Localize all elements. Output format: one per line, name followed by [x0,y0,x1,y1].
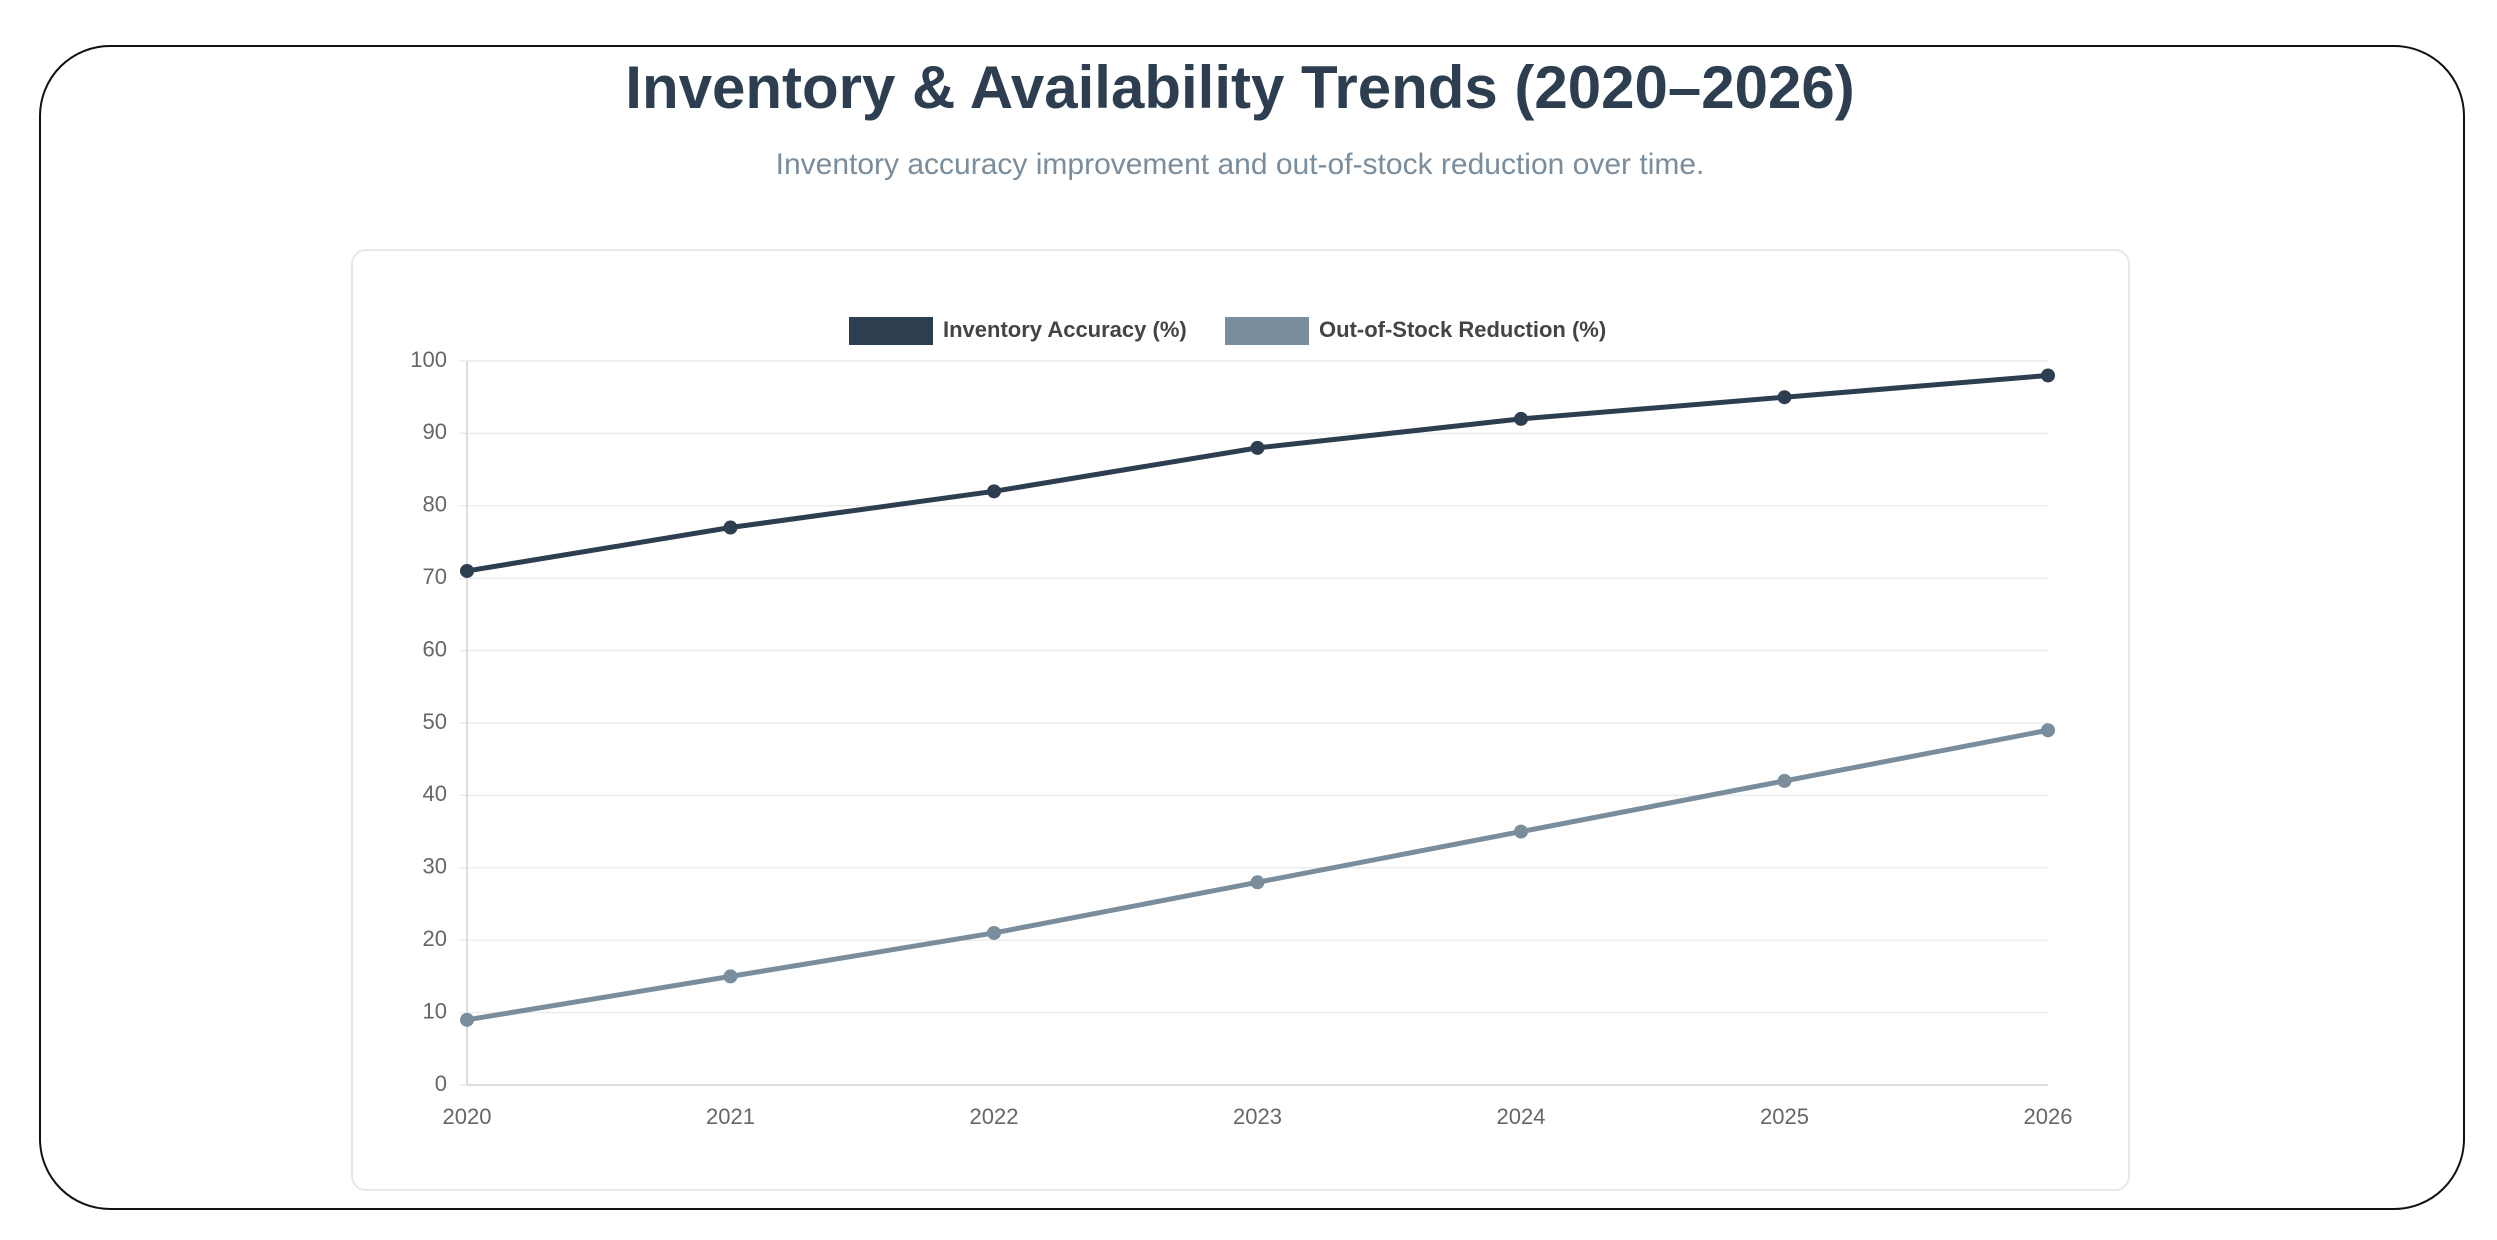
x-tick-label: 2022 [970,1104,1019,1129]
chart-title: Inventory & Availability Trends (2020–20… [625,54,1854,121]
data-point [1777,390,1792,405]
x-tick-label: 2026 [2024,1104,2073,1129]
data-point [1250,875,1265,890]
y-tick-label: 0 [435,1071,447,1096]
x-tick-label: 2020 [443,1104,492,1129]
legend-swatch [849,317,933,345]
y-tick-label: 60 [423,636,447,661]
data-point [2041,723,2055,738]
data-point [1514,411,1528,426]
y-tick-label: 100 [410,347,447,372]
legend-label: Inventory Accuracy (%) [943,317,1187,342]
x-tick-label: 2025 [1760,1104,1809,1129]
y-tick-label: 40 [423,781,447,806]
data-point [460,563,474,578]
data-point [1777,773,1792,788]
data-point [987,925,1001,940]
chart-card [351,249,2130,1191]
data-point [1250,440,1265,455]
y-tick-label: 20 [423,926,447,951]
x-tick-label: 2023 [1233,1104,1282,1129]
y-tick-label: 80 [423,492,447,517]
x-tick-label: 2024 [1497,1104,1546,1129]
data-point [1514,824,1528,839]
legend-label: Out-of-Stock Reduction (%) [1319,317,1606,342]
y-tick-label: 50 [423,709,447,734]
data-point [460,1012,474,1027]
data-point [723,969,738,984]
chart-subtitle: Inventory accuracy improvement and out-o… [776,148,1705,181]
y-tick-label: 30 [423,854,447,879]
data-point [723,520,738,535]
x-tick-label: 2021 [706,1104,755,1129]
data-point [987,484,1001,499]
y-tick-label: 90 [423,419,447,444]
y-tick-label: 70 [423,564,447,589]
legend-swatch [1225,317,1309,345]
data-point [2041,368,2055,383]
y-tick-label: 10 [423,998,447,1023]
